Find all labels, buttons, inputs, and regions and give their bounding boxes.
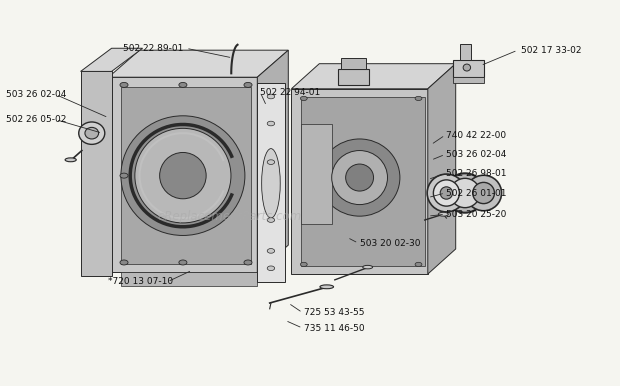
Ellipse shape	[159, 152, 206, 199]
Ellipse shape	[79, 122, 105, 144]
Text: eReplacementParts.com: eReplacementParts.com	[157, 210, 301, 223]
Ellipse shape	[267, 94, 275, 99]
Ellipse shape	[363, 266, 373, 269]
Ellipse shape	[438, 212, 448, 216]
Text: 502 26 01-01: 502 26 01-01	[446, 188, 507, 198]
Polygon shape	[81, 71, 112, 276]
Polygon shape	[428, 64, 456, 274]
Polygon shape	[257, 83, 285, 282]
Text: 503 26 02-04: 503 26 02-04	[446, 150, 507, 159]
Polygon shape	[121, 272, 257, 286]
Text: 502 26 05-02: 502 26 05-02	[6, 115, 66, 124]
Text: 503 20 25-20: 503 20 25-20	[446, 210, 507, 219]
Text: 503 20 02-30: 503 20 02-30	[360, 239, 420, 248]
Ellipse shape	[463, 64, 471, 71]
Ellipse shape	[300, 96, 308, 100]
Polygon shape	[108, 50, 288, 77]
Polygon shape	[341, 58, 366, 69]
Ellipse shape	[440, 187, 453, 199]
Ellipse shape	[267, 266, 275, 271]
Polygon shape	[121, 87, 251, 264]
Ellipse shape	[466, 175, 502, 211]
Ellipse shape	[472, 182, 495, 204]
Ellipse shape	[427, 174, 466, 212]
Polygon shape	[453, 77, 484, 83]
Ellipse shape	[65, 158, 76, 162]
Polygon shape	[291, 89, 428, 274]
Ellipse shape	[120, 260, 128, 265]
Polygon shape	[108, 77, 257, 272]
Ellipse shape	[244, 260, 252, 265]
Ellipse shape	[332, 151, 388, 205]
Ellipse shape	[319, 139, 400, 216]
Ellipse shape	[267, 218, 275, 222]
Ellipse shape	[346, 164, 373, 191]
Ellipse shape	[179, 260, 187, 265]
Polygon shape	[81, 48, 143, 71]
Text: 725 53 43-55: 725 53 43-55	[304, 308, 365, 317]
Ellipse shape	[433, 180, 459, 206]
Polygon shape	[257, 50, 288, 272]
Ellipse shape	[445, 173, 485, 213]
Ellipse shape	[120, 173, 128, 178]
Ellipse shape	[135, 128, 231, 223]
Text: 502 22 89-01: 502 22 89-01	[123, 44, 183, 53]
Ellipse shape	[120, 83, 128, 88]
Ellipse shape	[179, 83, 187, 88]
Ellipse shape	[121, 116, 245, 235]
Text: *720 13 07-10: *720 13 07-10	[108, 277, 174, 286]
Ellipse shape	[85, 127, 99, 139]
Ellipse shape	[450, 178, 480, 208]
Polygon shape	[460, 44, 471, 60]
Ellipse shape	[244, 83, 252, 88]
Text: 502 26 98-01: 502 26 98-01	[446, 169, 507, 178]
Text: 502 22 94-01: 502 22 94-01	[260, 88, 321, 97]
Ellipse shape	[267, 249, 275, 253]
Ellipse shape	[300, 262, 308, 266]
Ellipse shape	[415, 96, 422, 100]
Ellipse shape	[262, 149, 280, 218]
Polygon shape	[338, 69, 369, 85]
Ellipse shape	[267, 160, 275, 164]
Text: 503 26 02-04: 503 26 02-04	[6, 90, 66, 99]
Polygon shape	[301, 124, 332, 224]
Ellipse shape	[267, 121, 275, 126]
Polygon shape	[301, 96, 425, 266]
Text: 735 11 46-50: 735 11 46-50	[304, 323, 365, 333]
Polygon shape	[291, 64, 456, 89]
Polygon shape	[453, 60, 484, 77]
Text: 740 42 22-00: 740 42 22-00	[446, 130, 507, 140]
Ellipse shape	[415, 262, 422, 266]
Text: 502 17 33-02: 502 17 33-02	[521, 46, 582, 55]
Ellipse shape	[320, 285, 334, 289]
